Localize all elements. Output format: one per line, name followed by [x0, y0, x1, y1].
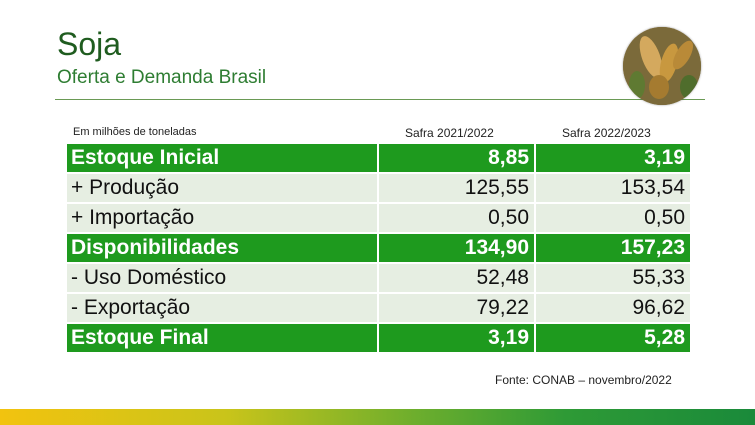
column-header-2021-2022: Safra 2021/2022: [405, 126, 494, 140]
table-row-uso-domestico: - Uso Doméstico 52,48 55,33: [65, 262, 692, 294]
table-row-exportacao: - Exportação 79,22 96,62: [65, 292, 692, 324]
row-value-2022-2023: 153,54: [534, 172, 692, 204]
row-label: - Uso Doméstico: [65, 262, 379, 294]
row-label: Estoque Inicial: [65, 142, 379, 174]
page-title: Soja: [57, 26, 122, 62]
bottom-decorative-bar: [0, 409, 755, 425]
supply-demand-table: Estoque Inicial 8,85 3,19 + Produção 125…: [65, 142, 692, 354]
row-label: - Exportação: [65, 292, 379, 324]
row-value-2022-2023: 0,50: [534, 202, 692, 234]
page-subtitle: Oferta e Demanda Brasil: [57, 67, 267, 88]
row-value-2021-2022: 125,55: [377, 172, 536, 204]
row-value-2022-2023: 3,19: [534, 142, 692, 174]
table-row-producao: + Produção 125,55 153,54: [65, 172, 692, 204]
source-note: Fonte: CONAB – novembro/2022: [495, 373, 672, 387]
row-label: + Produção: [65, 172, 379, 204]
table-row-estoque-final: Estoque Final 3,19 5,28: [65, 322, 692, 354]
row-value-2022-2023: 55,33: [534, 262, 692, 294]
row-value-2021-2022: 79,22: [377, 292, 536, 324]
row-value-2021-2022: 52,48: [377, 262, 536, 294]
row-value-2022-2023: 5,28: [534, 322, 692, 354]
row-value-2021-2022: 134,90: [377, 232, 536, 264]
row-value-2021-2022: 0,50: [377, 202, 536, 234]
table-row-estoque-inicial: Estoque Inicial 8,85 3,19: [65, 142, 692, 174]
row-label: Estoque Final: [65, 322, 379, 354]
row-label: Disponibilidades: [65, 232, 379, 264]
row-value-2021-2022: 3,19: [377, 322, 536, 354]
table-row-importacao: + Importação 0,50 0,50: [65, 202, 692, 234]
row-label: + Importação: [65, 202, 379, 234]
title-divider: [55, 99, 705, 100]
unit-label: Em milhões de toneladas: [73, 126, 197, 138]
column-header-2022-2023: Safra 2022/2023: [562, 126, 651, 140]
table-row-disponibilidades: Disponibilidades 134,90 157,23: [65, 232, 692, 264]
soybean-photo-icon: [623, 27, 701, 105]
row-value-2022-2023: 96,62: [534, 292, 692, 324]
row-value-2021-2022: 8,85: [377, 142, 536, 174]
row-value-2022-2023: 157,23: [534, 232, 692, 264]
